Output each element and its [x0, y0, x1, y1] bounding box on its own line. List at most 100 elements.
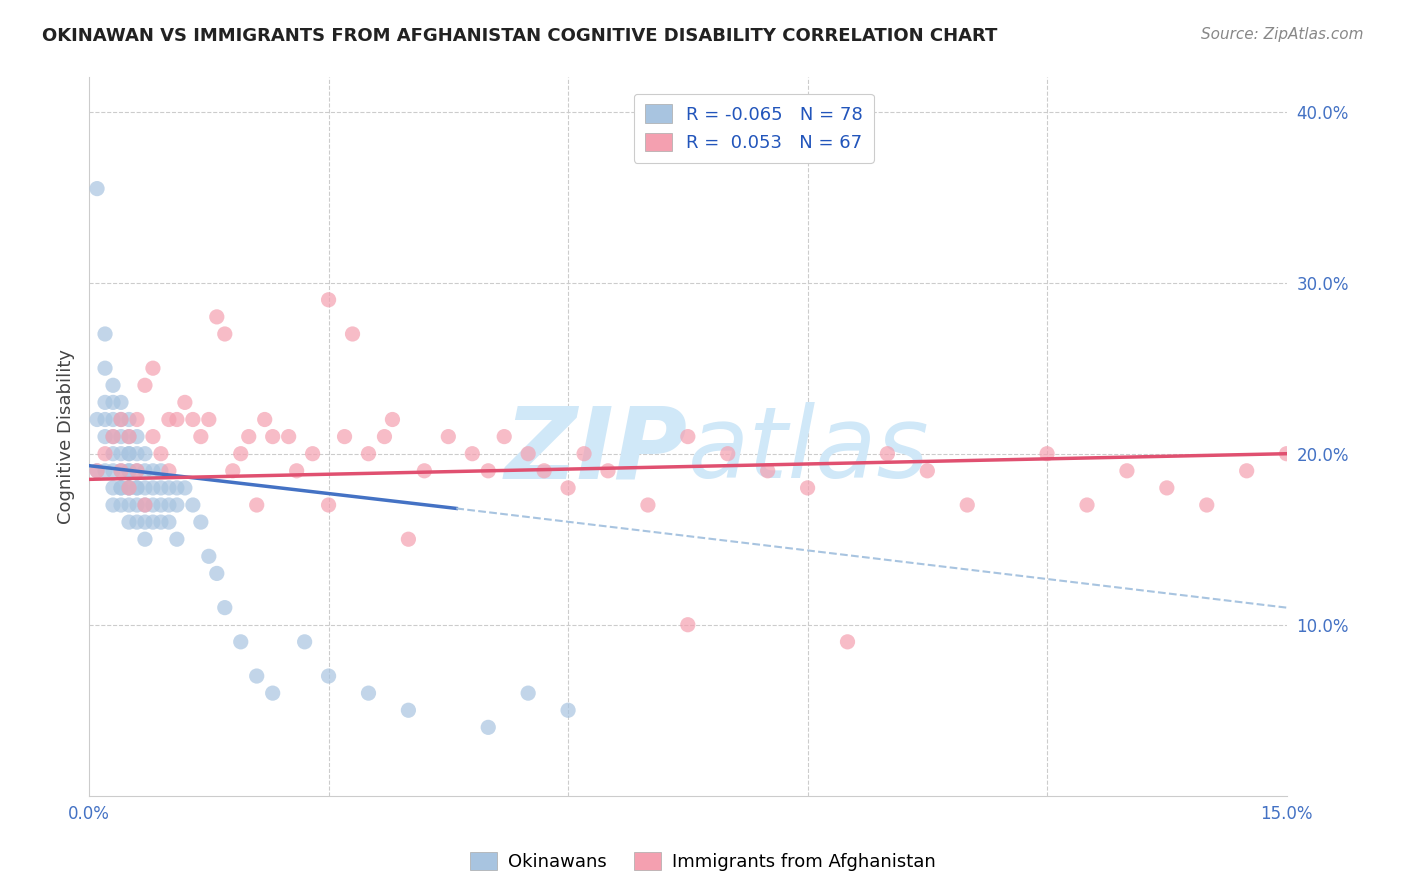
- Point: [86, 181, 108, 195]
- Point: [118, 429, 141, 443]
- Y-axis label: Cognitive Disability: Cognitive Disability: [58, 349, 75, 524]
- Point: [173, 481, 195, 495]
- Point: [956, 498, 979, 512]
- Point: [285, 464, 308, 478]
- Point: [357, 686, 380, 700]
- Point: [101, 447, 124, 461]
- Point: [181, 412, 204, 426]
- Point: [94, 395, 117, 409]
- Point: [333, 429, 356, 443]
- Point: [125, 481, 148, 495]
- Point: [222, 464, 245, 478]
- Point: [142, 361, 165, 376]
- Point: [110, 498, 132, 512]
- Point: [229, 447, 252, 461]
- Point: [157, 515, 180, 529]
- Point: [149, 498, 172, 512]
- Point: [110, 464, 132, 478]
- Point: [294, 635, 316, 649]
- Point: [1275, 447, 1298, 461]
- Point: [413, 464, 436, 478]
- Point: [118, 481, 141, 495]
- Point: [318, 498, 340, 512]
- Point: [86, 412, 108, 426]
- Point: [756, 464, 779, 478]
- Point: [125, 429, 148, 443]
- Point: [596, 464, 619, 478]
- Point: [101, 412, 124, 426]
- Point: [94, 464, 117, 478]
- Point: [157, 498, 180, 512]
- Point: [357, 447, 380, 461]
- Point: [676, 429, 699, 443]
- Point: [198, 549, 221, 564]
- Point: [142, 498, 165, 512]
- Point: [477, 720, 499, 734]
- Point: [134, 481, 156, 495]
- Point: [125, 464, 148, 478]
- Point: [166, 412, 188, 426]
- Point: [246, 669, 269, 683]
- Point: [262, 686, 284, 700]
- Point: [94, 326, 117, 341]
- Point: [125, 464, 148, 478]
- Point: [118, 447, 141, 461]
- Point: [125, 447, 148, 461]
- Point: [166, 498, 188, 512]
- Point: [517, 447, 540, 461]
- Point: [94, 429, 117, 443]
- Point: [1036, 447, 1059, 461]
- Point: [676, 617, 699, 632]
- Point: [118, 429, 141, 443]
- Point: [125, 481, 148, 495]
- Point: [262, 429, 284, 443]
- Point: [166, 533, 188, 547]
- Point: [517, 686, 540, 700]
- Point: [149, 447, 172, 461]
- Point: [86, 464, 108, 478]
- Point: [118, 464, 141, 478]
- Point: [110, 412, 132, 426]
- Point: [157, 412, 180, 426]
- Point: [94, 412, 117, 426]
- Point: [318, 293, 340, 307]
- Point: [101, 378, 124, 392]
- Point: [461, 447, 484, 461]
- Point: [1195, 498, 1218, 512]
- Point: [342, 326, 364, 341]
- Legend: Okinawans, Immigrants from Afghanistan: Okinawans, Immigrants from Afghanistan: [463, 845, 943, 879]
- Point: [125, 515, 148, 529]
- Point: [238, 429, 260, 443]
- Point: [796, 481, 818, 495]
- Point: [876, 447, 898, 461]
- Point: [637, 498, 659, 512]
- Point: [277, 429, 299, 443]
- Point: [149, 515, 172, 529]
- Point: [149, 464, 172, 478]
- Point: [494, 429, 516, 443]
- Point: [118, 464, 141, 478]
- Point: [149, 481, 172, 495]
- Point: [253, 412, 276, 426]
- Point: [1116, 464, 1139, 478]
- Point: [166, 481, 188, 495]
- Point: [173, 395, 195, 409]
- Point: [318, 669, 340, 683]
- Point: [118, 447, 141, 461]
- Point: [477, 464, 499, 478]
- Point: [205, 310, 228, 324]
- Point: [717, 447, 740, 461]
- Text: atlas: atlas: [688, 402, 929, 500]
- Point: [142, 515, 165, 529]
- Point: [572, 447, 595, 461]
- Point: [1236, 464, 1258, 478]
- Point: [134, 464, 156, 478]
- Point: [1156, 481, 1178, 495]
- Point: [110, 481, 132, 495]
- Point: [118, 498, 141, 512]
- Point: [94, 447, 117, 461]
- Point: [1076, 498, 1098, 512]
- Point: [110, 395, 132, 409]
- Point: [557, 481, 579, 495]
- Text: OKINAWAN VS IMMIGRANTS FROM AFGHANISTAN COGNITIVE DISABILITY CORRELATION CHART: OKINAWAN VS IMMIGRANTS FROM AFGHANISTAN …: [42, 27, 997, 45]
